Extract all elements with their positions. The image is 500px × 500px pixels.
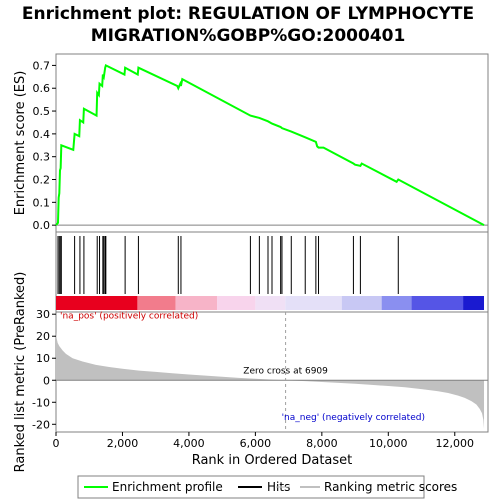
band-segment [411, 296, 464, 310]
es-y-tick-label: 0.7 [33, 59, 51, 72]
annotation-zero-cross: Zero cross at 6909 [243, 367, 328, 377]
metric-y-tick-label: 20 [36, 330, 50, 343]
metric-y-axis-label: Ranked list metric (PreRanked) [13, 272, 28, 473]
hits-panel [55, 231, 489, 313]
x-tick-label: 0 [53, 437, 60, 450]
metric-y-tick-label: 30 [36, 308, 50, 321]
es-y-tick-label: 0.5 [33, 105, 51, 118]
metric-panel: -20 -10 0 10 20 30 0 2,000 4,000 6,000 8,000 10,00… [13, 272, 489, 473]
es-panel-frame [55, 53, 489, 233]
es-y-tick-label: 0.0 [33, 219, 51, 232]
metric-x-axis: 0 2,000 4,000 6,000 8,000 10,000 12,000 [53, 432, 475, 450]
rank-color-band [56, 296, 485, 310]
band-segment [463, 296, 485, 310]
legend-label-ranking: Ranking metric scores [324, 480, 457, 494]
band-segment [137, 296, 176, 310]
annotation-na-neg: 'na_neg' (negatively correlated) [282, 413, 425, 423]
band-segment [381, 296, 412, 310]
x-tick-label: 4,000 [173, 437, 205, 450]
band-segment [175, 296, 218, 310]
es-y-tick-label: 0.3 [33, 151, 51, 164]
es-y-tick-label: 0.6 [33, 82, 51, 95]
x-tick-label: 12,000 [436, 437, 475, 450]
band-segment [217, 296, 256, 310]
hit-markers [57, 236, 399, 294]
es-panel: 0.0 0.1 0.2 0.3 0.4 0.5 0.6 0.7 Enrichment scor… [13, 53, 489, 233]
x-tick-label: 10,000 [369, 437, 408, 450]
x-tick-label: 8,000 [306, 437, 338, 450]
chart-title-line-2: MIGRATION%GOBP%GO:2000401 [91, 26, 406, 46]
chart-title-line-1: Enrichment plot: REGULATION OF LYMPHOCYT… [22, 4, 474, 24]
metric-y-tick-label: -10 [32, 396, 50, 409]
es-y-axis: 0.0 0.1 0.2 0.3 0.4 0.5 0.6 0.7 [33, 59, 56, 232]
metric-y-tick-label: 0 [43, 374, 50, 387]
band-segment [285, 296, 342, 310]
annotation-na-pos: 'na_pos' (positively correlated) [60, 312, 198, 322]
es-y-tick-label: 0.2 [33, 174, 51, 187]
x-axis-label: Rank in Ordered Dataset [192, 453, 353, 468]
metric-y-axis: -20 -10 0 10 20 30 [32, 308, 56, 431]
metric-y-tick-label: 10 [36, 352, 50, 365]
enrichment-profile-line [55, 63, 485, 227]
band-segment [341, 296, 382, 310]
metric-y-tick-label: -20 [32, 418, 50, 431]
legend: Enrichment profile Hits Ranking metric s… [77, 475, 457, 499]
band-segment [56, 296, 138, 310]
x-tick-label: 2,000 [107, 437, 139, 450]
x-tick-label: 6,000 [240, 437, 272, 450]
band-segment [255, 296, 286, 310]
es-y-tick-label: 0.1 [33, 196, 51, 209]
es-y-axis-label: Enrichment score (ES) [13, 71, 28, 216]
legend-label-enrichment: Enrichment profile [112, 480, 223, 494]
es-y-tick-label: 0.4 [33, 128, 51, 141]
